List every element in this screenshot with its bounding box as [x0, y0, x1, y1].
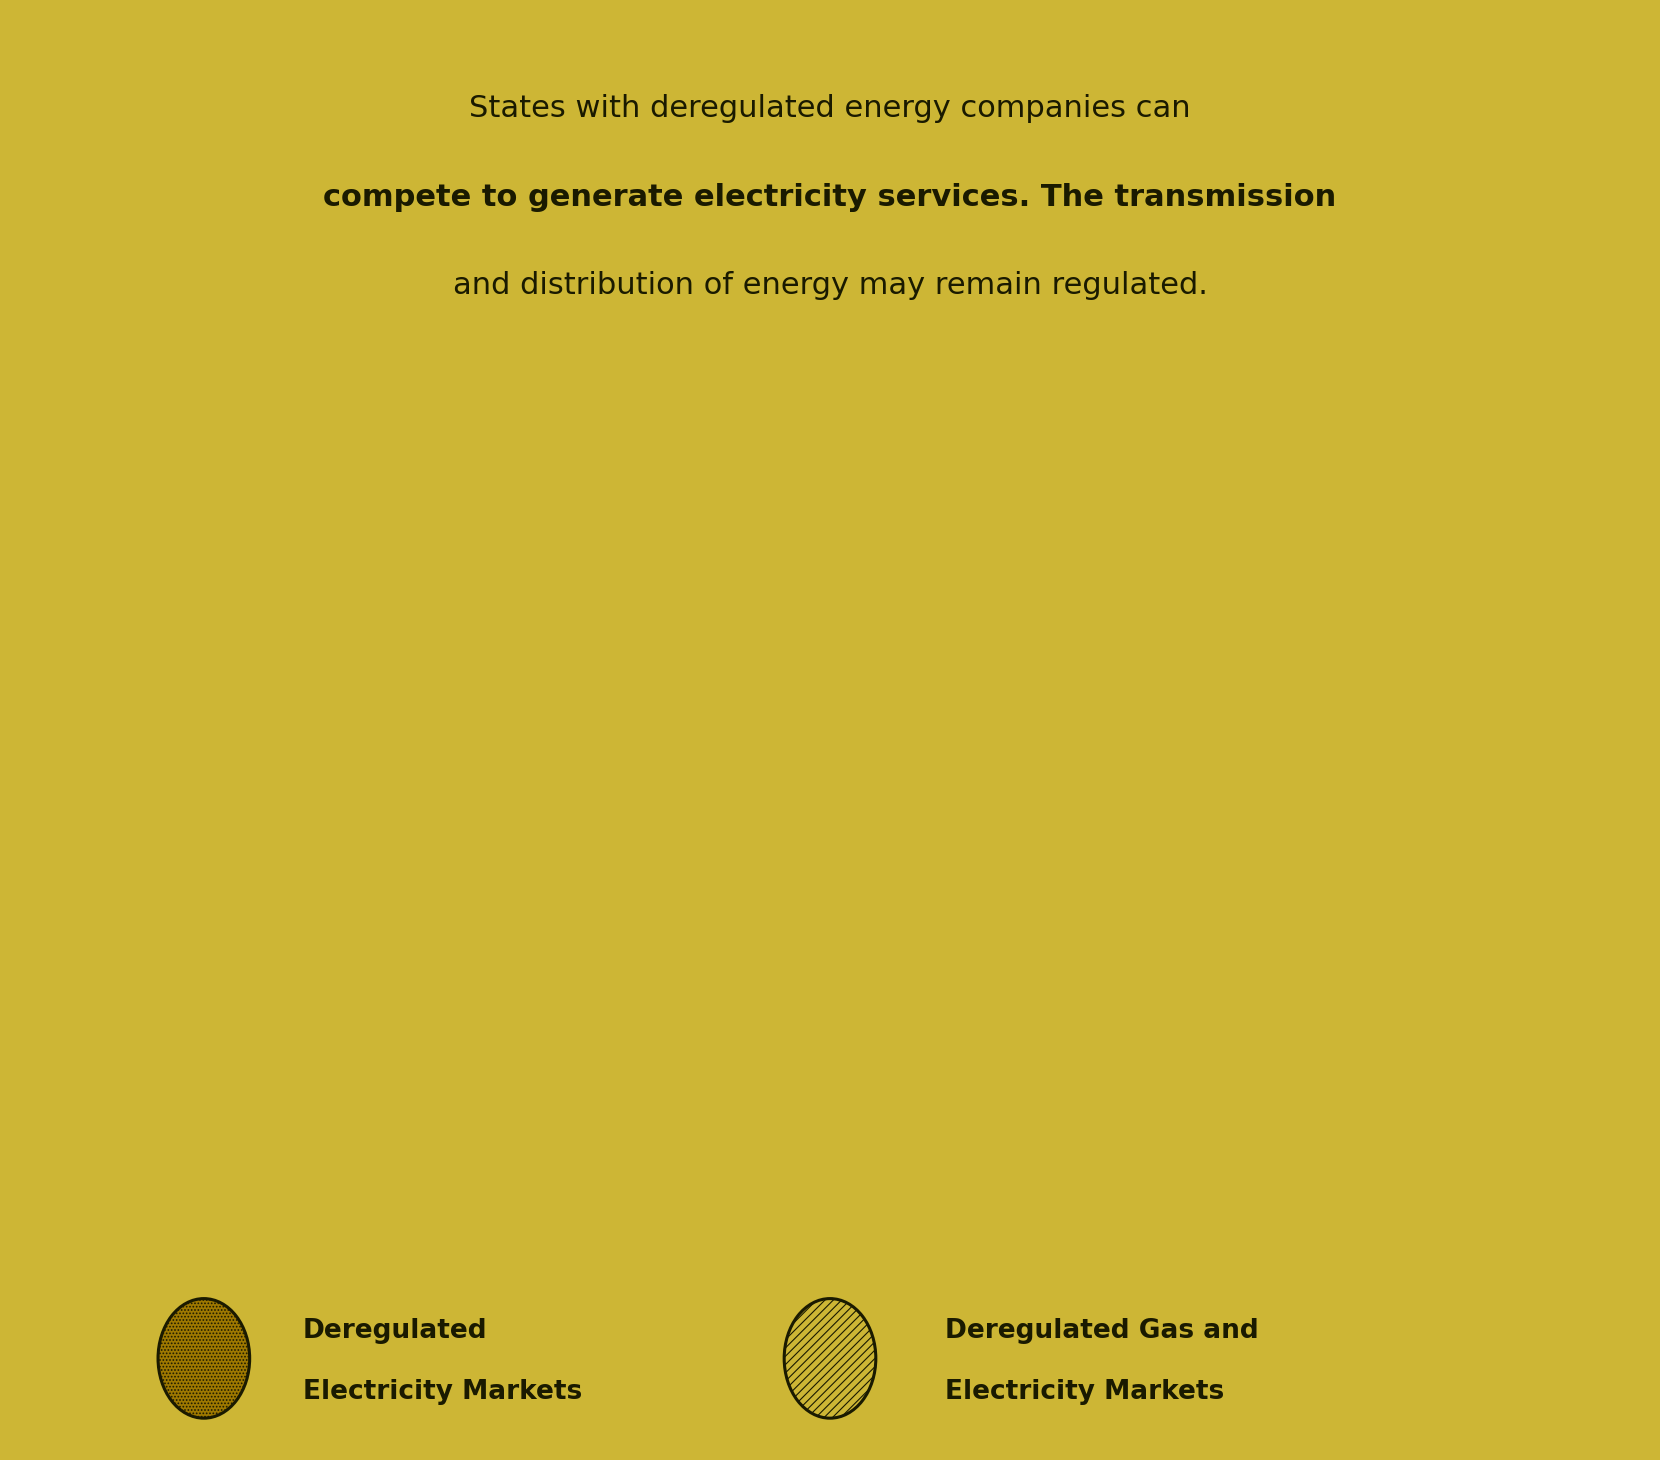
Text: Electricity Markets: Electricity Markets	[304, 1380, 583, 1405]
Text: Deregulated Gas and: Deregulated Gas and	[945, 1318, 1258, 1343]
Text: Electricity Markets: Electricity Markets	[945, 1380, 1223, 1405]
Ellipse shape	[784, 1298, 876, 1418]
Text: Deregulated: Deregulated	[304, 1318, 488, 1343]
Text: and distribution of energy may remain regulated.: and distribution of energy may remain re…	[453, 272, 1207, 301]
Text: States with deregulated energy companies can: States with deregulated energy companies…	[470, 93, 1190, 123]
Text: compete to generate electricity services. The transmission: compete to generate electricity services…	[324, 182, 1336, 212]
Ellipse shape	[158, 1298, 249, 1418]
